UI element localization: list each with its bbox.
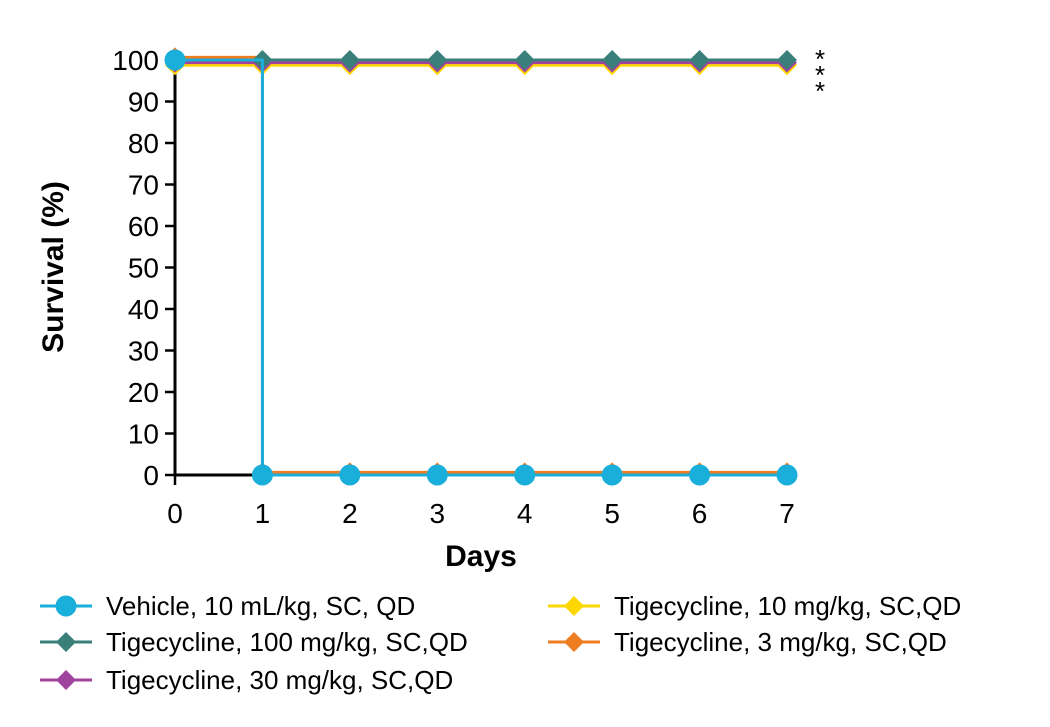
legend-item-1: Tigecycline, 100 mg/kg, SC,QD — [40, 627, 468, 657]
data-point — [689, 464, 711, 486]
legend-label: Vehicle, 10 mL/kg, SC, QD — [106, 591, 415, 621]
series-layer — [164, 47, 798, 486]
legend-marker — [56, 670, 76, 690]
y-tick-label: 80 — [128, 128, 159, 159]
x-tick-label: 1 — [255, 498, 271, 529]
y-tick-label: 60 — [128, 211, 159, 242]
axes: 0 10 20 30 40 50 60 70 80 90 100 0 1 2 3 4 5 6 7 — [112, 45, 797, 529]
y-tick-label: 20 — [128, 377, 159, 408]
x-tick-label: 3 — [429, 498, 445, 529]
legend-marker — [55, 595, 77, 617]
y-tick-label: 0 — [143, 460, 159, 491]
x-tick-label: 5 — [604, 498, 620, 529]
legend-label: Tigecycline, 10 mg/kg, SC,QD — [614, 591, 961, 621]
significance-star: * — [815, 60, 825, 90]
series-0 — [164, 49, 798, 486]
data-point — [689, 50, 710, 70]
data-point — [776, 464, 798, 486]
legend-marker — [56, 632, 76, 652]
data-point — [514, 464, 536, 486]
y-tick-label: 90 — [128, 87, 159, 118]
legend-label: Tigecycline, 30 mg/kg, SC,QD — [106, 665, 453, 695]
legend-label: Tigecycline, 100 mg/kg, SC,QD — [106, 627, 468, 657]
x-tick-label: 7 — [779, 498, 795, 529]
y-tick-label: 30 — [128, 336, 159, 367]
data-point — [339, 464, 361, 486]
data-point — [601, 464, 623, 486]
legend-item-3: Tigecycline, 10 mg/kg, SC,QD — [548, 591, 961, 621]
legend-label: Tigecycline, 3 mg/kg, SC,QD — [614, 627, 947, 657]
data-point — [514, 50, 535, 70]
y-tick-label: 100 — [112, 45, 159, 76]
legend: Vehicle, 10 mL/kg, SC, QD Tigecycline, 10… — [40, 591, 961, 695]
y-tick-label: 50 — [128, 253, 159, 284]
x-axis-title: Days — [445, 540, 517, 573]
x-tick-label: 6 — [692, 498, 708, 529]
data-point — [251, 464, 273, 486]
legend-marker — [564, 596, 584, 616]
series-line — [175, 58, 787, 477]
series-1 — [165, 50, 797, 70]
x-tick-label: 0 — [167, 498, 183, 529]
data-point — [777, 50, 797, 70]
data-point — [602, 50, 623, 70]
x-tick-label: 2 — [342, 498, 358, 529]
legend-item-2: Tigecycline, 30 mg/kg, SC,QD — [40, 665, 453, 695]
x-tick-label: 4 — [517, 498, 533, 529]
data-point — [339, 50, 360, 70]
y-tick-label: 40 — [128, 294, 159, 325]
significance-star: * — [815, 44, 825, 74]
legend-marker — [564, 632, 584, 652]
y-tick-label: 70 — [128, 170, 159, 201]
legend-item-4: Tigecycline, 3 mg/kg, SC,QD — [548, 627, 947, 657]
annotations: *** — [815, 44, 825, 106]
data-point — [164, 49, 186, 71]
y-axis-title: Survival (%) — [37, 181, 70, 353]
series-4 — [165, 47, 797, 483]
series-line — [175, 55, 787, 474]
y-tick-label: 10 — [128, 419, 159, 450]
significance-star: * — [815, 76, 825, 106]
data-point — [427, 50, 448, 70]
data-point — [426, 464, 448, 486]
legend-item-0: Vehicle, 10 mL/kg, SC, QD — [40, 591, 415, 621]
